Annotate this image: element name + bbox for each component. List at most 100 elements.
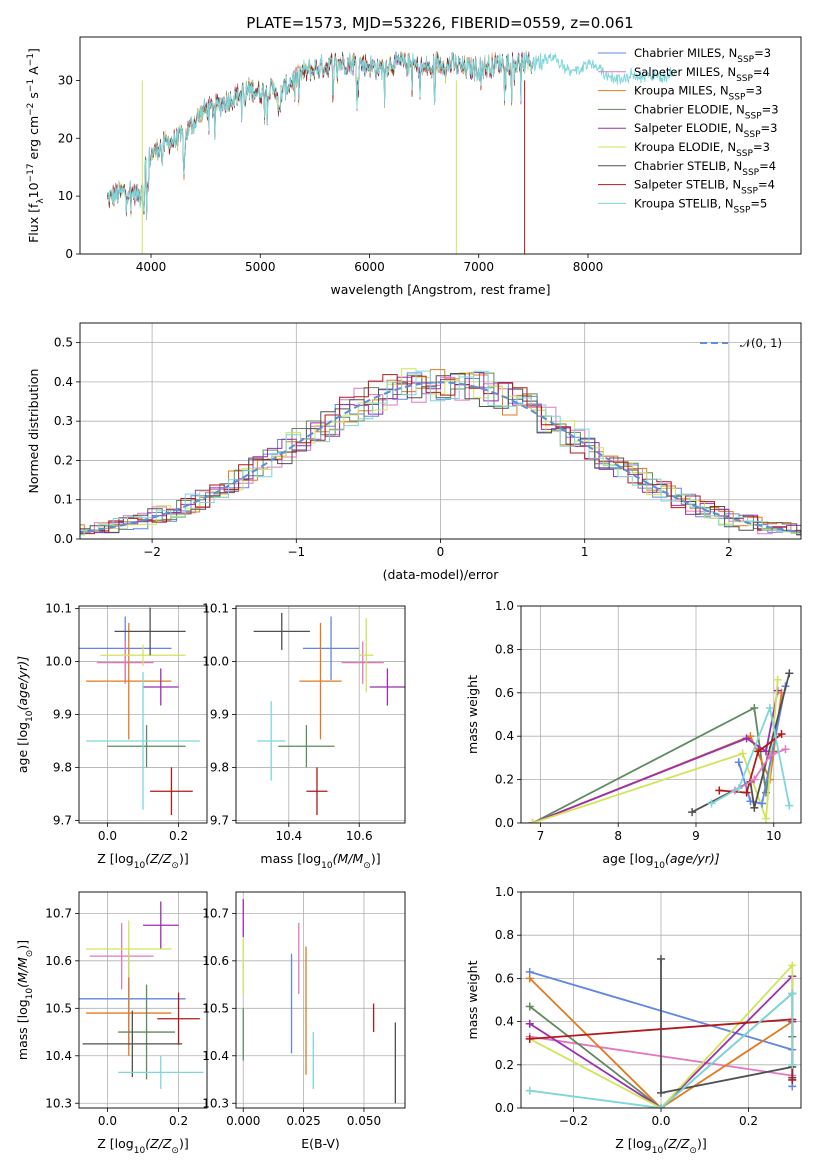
series-marker-ks [657,1104,665,1108]
y-tick-label: 0.0 [54,532,73,546]
y-tick-label: 0.8 [495,642,514,656]
errorbar-point-cs [82,1010,183,1078]
series-marker-ss [715,786,724,795]
weight_vs_age-x-label: age [log10(age/yr)] [602,851,719,871]
series-marker-ss [742,788,751,797]
x-tick-label: 0.025 [286,1114,320,1128]
x-tick-label: 0.0 [98,829,117,843]
spectrum-line-ke [107,50,534,218]
y-tick-label: 1.0 [495,599,514,613]
undefined-panel: 0.000 0.025 0.050 10.3 10.4 10.5 10.6 10.7 E(B-V… [202,891,406,1151]
series-marker-km [525,974,534,983]
y-tick-label: 10.1 [202,602,229,616]
errorbar-point-se [143,668,179,706]
undefined-panel: 7 8 9 10 0.0 0.2 0.4 0.6 0.8 1.0 age [log10(age/yr… [465,599,802,871]
legend-label-sm: Salpeter MILES, NSSP=4 [634,65,770,84]
y-tick-label: 9.7 [53,813,72,827]
mass_vs_Z-plot-area [79,892,207,1108]
mass_vs_ebv-plot-area [236,892,405,1108]
y-tick-label: 0.4 [54,375,73,389]
errorbar-point-ce [107,725,186,768]
errorbar-point-ke [100,644,186,666]
spectrum-x-label: wavelength [Angstrom, rest frame] [330,282,550,297]
errorbar-point-ke [359,618,374,693]
series-marker-ce [750,703,759,712]
age_vs_Z-plot-area [79,606,207,823]
histogram-ks [80,370,801,535]
series-marker-sm [750,775,759,784]
residuals-plot-area [80,323,801,539]
errorbar-point-km [86,970,172,1056]
x-tick-label: 10.4 [275,829,302,843]
spectrum-line-km [107,51,534,214]
y-tick-label: 0.6 [495,686,514,700]
y-tick-label: 10 [58,189,73,203]
x-tick-label: −1 [287,545,305,559]
age_vs_Z-y-label: age [log10(age/yr)] [15,656,35,773]
series-marker-ss [777,730,786,739]
errorbar-point-sm [89,922,154,990]
errorbar-point-ks [118,1055,204,1090]
spectrum-line-sm [107,50,534,218]
weight_vs_age-plot-area [521,606,801,823]
spectrum-line-ss [107,52,534,216]
weight_vs_age-y-label: mass weight [465,675,480,754]
y-tick-label: 10.6 [202,954,229,968]
x-tick-label: 8000 [573,260,604,274]
x-tick-label: 6000 [354,260,385,274]
mass_vs_Z-x-label: Z [log10(Z/Z⊙)] [97,1136,188,1156]
mass_vs_ebv-x-label: E(B-V) [301,1136,340,1151]
errorbar-point-km [86,622,172,740]
undefined-panel: 0.0 0.2 9.7 9.8 9.9 10.0 10.1 Z [log10(Z/Z⊙)] ag… [15,602,208,871]
y-tick-label: 0.4 [495,729,514,743]
errorbar-point-se [369,668,405,706]
x-tick-label: 0.000 [226,1114,260,1128]
x-tick-label: 0.2 [169,1114,188,1128]
undefined-panel: 10.4 10.6 9.7 9.8 9.9 10.0 10.1 mass [log10(M/M… [202,602,406,871]
y-tick-label: 10.0 [202,655,229,669]
y-tick-label: 0.0 [495,816,514,830]
series-marker-ks [788,1060,797,1069]
series-marker-ks [734,784,743,793]
residuals-x-label: (data-model)/error [383,567,500,582]
legend-label-se: Salpeter ELODIE, NSSP=3 [634,121,777,140]
series-line-ks [529,991,794,1108]
y-tick-label: 10.4 [202,1049,229,1063]
y-tick-label: 10.6 [45,954,72,968]
age_vs_mass-x-label: mass [log10(M/M⊙)] [260,851,380,871]
y-tick-label: 30 [58,73,73,87]
errorbar-point-ke [86,920,172,978]
legend-label-ke: Kroupa ELODIE, NSSP=3 [634,140,770,159]
spectrum-line-ks [107,51,676,220]
x-tick-label: 5000 [245,260,276,274]
y-tick-label: 0.3 [54,414,73,428]
spectrum-y-label: Flux [fλ10−17 erg cm−2 s−1 A−1] [26,48,46,243]
errorbar-point-ce [118,984,175,1080]
x-tick-label: 9 [692,829,700,843]
y-tick-label: 0.0 [495,1101,514,1115]
series-line-ce [532,706,775,823]
y-tick-label: 10.7 [45,906,72,920]
x-tick-label: 10 [766,829,781,843]
y-tick-label: 0 [65,247,73,261]
y-tick-label: 9.8 [53,760,72,774]
series-ke [528,675,782,823]
x-tick-label: 7000 [463,260,494,274]
y-tick-label: 9.7 [210,813,229,827]
series-line-ke [532,679,779,823]
y-tick-label: 0.2 [495,773,514,787]
series-marker-cs [688,808,697,817]
y-tick-label: 1.0 [495,885,514,899]
histogram-cs [80,373,801,536]
y-tick-label: 0.1 [54,493,73,507]
series-marker-cs [750,803,759,812]
errorbar-point-cs [253,612,310,650]
errorbar-point-ss [157,992,200,1045]
y-tick-label: 0.4 [495,1015,514,1029]
x-tick-label: 0.2 [739,1114,758,1128]
x-tick-label: 0.0 [651,1114,670,1128]
weight_vs_Z-y-label: mass weight [465,960,480,1039]
x-tick-label: 2 [725,545,733,559]
weight_vs_age-axes-frame [520,605,802,824]
